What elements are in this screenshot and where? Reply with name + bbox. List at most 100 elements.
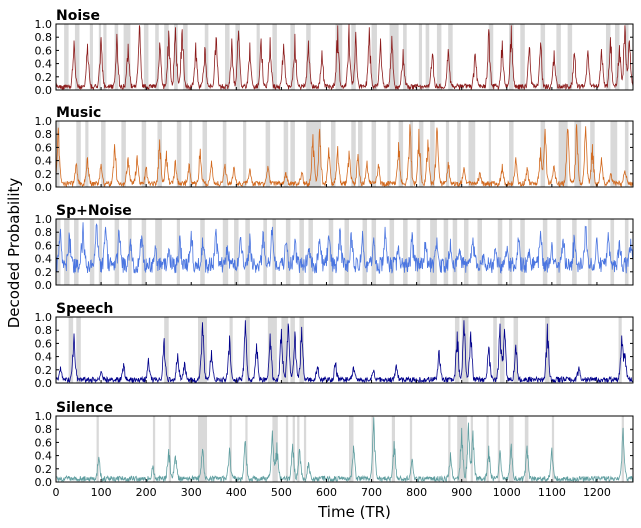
shaded-interval [56,121,60,187]
axes-frame [55,415,634,483]
series-line [55,23,634,91]
shaded-interval [371,219,377,285]
shaded-interval [152,416,156,482]
shaded-interval [540,24,546,90]
shaded-interval [551,416,555,482]
shaded-interval [245,219,250,285]
shaded-interval [114,219,120,285]
panel-sp-noise: 0.00.20.40.60.81.0Sp+Noise [35,203,634,292]
y-tick-label: 0.2 [35,364,53,377]
x-tick-label: 300 [181,486,202,499]
shaded-interval [567,24,573,90]
shaded-interval [164,317,169,383]
shaded-interval [85,121,89,187]
shaded-interval [430,121,435,187]
shaded-interval [344,219,350,285]
shaded-interval [556,24,561,90]
shaded-interval [74,219,79,285]
shaded-interval [176,121,182,187]
shaded-interval [229,317,233,383]
shaded-interval [174,24,178,90]
y-tick-label: 0.8 [35,128,53,141]
shaded-interval [362,219,368,285]
shaded-interval [285,416,289,482]
shaded-interval [89,219,95,285]
y-tick-label: 1.0 [35,18,53,31]
shaded-interval [477,219,482,285]
shaded-interval [371,121,377,187]
y-tick-label: 0.2 [35,71,53,84]
x-tick-label: 100 [91,486,112,499]
shaded-interval [468,121,476,187]
shaded-interval [234,219,239,285]
shaded-interval [243,121,247,187]
y-tick-label: 0.8 [35,324,53,337]
shaded-interval [605,24,611,90]
panel-title: Speech [56,301,113,317]
x-axis-label: Time (TR) [317,503,391,521]
shaded-interval [618,317,622,383]
shaded-interval [141,219,147,285]
shaded-interval [457,416,468,482]
shaded-interval [306,24,311,90]
y-axis-label: Decoded Probability [5,178,23,329]
shaded-interval [621,416,624,482]
y-tick-label: 0.4 [35,450,53,463]
series-line [55,124,634,188]
shaded-interval [430,219,437,285]
shaded-interval [225,24,230,90]
shaded-interval [56,219,61,285]
shaded-interval [272,24,277,90]
shaded-interval [222,121,227,187]
shaded-interval [290,24,295,90]
axes-frame [55,316,634,384]
shaded-interval [545,317,550,383]
shaded-interval [96,416,99,482]
axes-frame [55,120,634,188]
shaded-interval [76,317,81,383]
panel-title: Sp+Noise [56,203,132,219]
shaded-interval [272,219,276,285]
y-tick-label: 0.2 [35,168,53,181]
shaded-interval [398,121,404,187]
panel-title: Noise [56,8,100,24]
shaded-interval [299,219,304,285]
shaded-interval [74,24,80,90]
shaded-interval [330,121,336,187]
shaded-interval [351,24,356,90]
shaded-interval [542,219,548,285]
shaded-interval [624,24,629,90]
shaded-interval [265,121,271,187]
shaded-interval [448,24,453,90]
shaded-interval [202,121,208,187]
shaded-interval [500,317,505,383]
y-tick-label: 0.6 [35,239,53,252]
shaded-interval [509,219,513,285]
y-tick-label: 0.6 [35,337,53,350]
y-tick-label: 0.8 [35,226,53,239]
shaded-interval [558,121,568,187]
axes-frame [55,23,634,91]
y-tick-label: 0.8 [35,423,53,436]
y-tick-label: 1.0 [35,410,53,423]
shaded-interval [497,219,503,285]
y-tick-label: 0.0 [35,181,53,194]
shaded-interval [141,121,147,187]
shaded-interval [540,121,546,187]
shaded-interval [281,317,289,383]
shaded-interval [445,121,450,187]
shaded-interval [245,317,250,383]
shaded-interval [245,416,248,482]
y-tick-label: 1.0 [35,213,53,226]
shaded-interval [614,24,620,90]
shaded-interval [610,121,618,187]
shaded-interval [610,219,615,285]
shaded-interval [263,219,267,285]
x-tick-label: 800 [406,486,427,499]
shaded-interval [176,219,180,285]
shaded-interval [418,121,424,187]
panel-title: Music [56,105,101,121]
x-tick-label: 1200 [583,486,611,499]
shaded-interval [290,121,295,187]
